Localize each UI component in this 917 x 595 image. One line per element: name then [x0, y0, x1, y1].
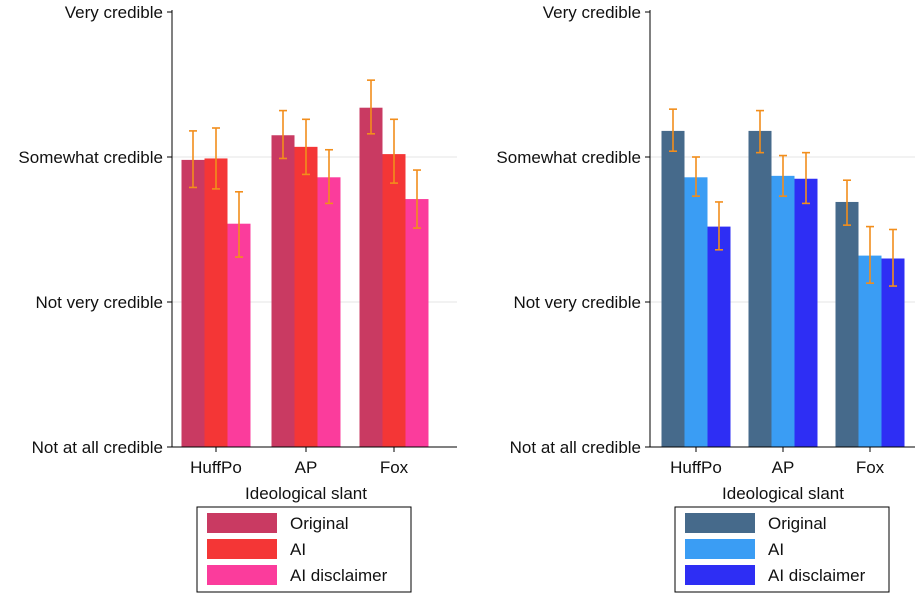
error-bar [390, 118, 398, 184]
error-bar [367, 79, 375, 135]
x-axis-label: Ideological slant [245, 484, 367, 503]
x-tick-label: HuffPo [190, 458, 242, 477]
x-axis-label: Ideological slant [722, 484, 844, 503]
right-chart: Not at all credible Not very credible Some… [496, 3, 915, 593]
error-bar [843, 179, 851, 226]
legend-label: AI [768, 540, 784, 559]
error-bar [235, 191, 243, 258]
left-chart: Not at all credible Not very credible Some… [18, 3, 457, 593]
y-tick-label: Somewhat credible [18, 148, 163, 167]
legend-swatch [685, 513, 755, 533]
error-bar [302, 118, 310, 176]
y-tick-label: Not very credible [35, 293, 163, 312]
x-tick-label: HuffPo [670, 458, 722, 477]
error-bar [413, 169, 421, 229]
y-tick-label: Very credible [65, 3, 163, 22]
error-bar [779, 154, 787, 197]
bar-fox-ai [858, 255, 882, 447]
bar-huffpo-ai-disclaimer [707, 226, 731, 447]
y-tick-label: Very credible [543, 3, 641, 22]
y-tick-label: Somewhat credible [496, 148, 641, 167]
legend: Original AI AI disclaimer [196, 506, 412, 593]
bar-ap-ai [294, 146, 318, 447]
legend-label: AI disclaimer [768, 566, 866, 585]
x-tick-label: AP [295, 458, 318, 477]
error-bar [692, 156, 700, 197]
legend-swatch [207, 565, 277, 585]
error-bar [889, 228, 897, 287]
error-bar [715, 201, 723, 251]
bar-huffpo-original [661, 130, 685, 447]
bar-huffpo-ai-disclaimer [227, 223, 251, 447]
legend-label: AI [290, 540, 306, 559]
bar-huffpo-ai [204, 158, 228, 447]
error-bar [325, 148, 333, 205]
bar-fox-ai [382, 154, 406, 447]
bar-fox-ai-disclaimer [405, 199, 429, 447]
y-tick-label: Not very credible [513, 293, 641, 312]
legend-swatch [685, 539, 755, 559]
y-tick-label: Not at all credible [32, 438, 163, 457]
legend-label: AI disclaimer [290, 566, 388, 585]
legend-swatch [207, 513, 277, 533]
error-bar [212, 127, 220, 190]
legend-swatch [207, 539, 277, 559]
bar-fox-ai-disclaimer [881, 258, 905, 447]
error-bar [866, 225, 874, 284]
y-tick-label: Not at all credible [510, 438, 641, 457]
error-bar [189, 130, 197, 189]
legend-label: Original [290, 514, 349, 533]
x-tick-label: Fox [380, 458, 409, 477]
x-tick-label: Fox [856, 458, 885, 477]
error-bar [802, 151, 810, 205]
bar-huffpo-original [181, 159, 205, 447]
error-bar [756, 109, 764, 154]
bar-fox-original [359, 107, 383, 447]
legend: Original AI AI disclaimer [674, 506, 890, 593]
bar-fox-original [835, 201, 859, 447]
bar-huffpo-ai [684, 177, 708, 448]
bar-ap-ai [771, 175, 795, 447]
error-bar [669, 108, 677, 152]
bar-ap-ai-disclaimer [794, 178, 818, 447]
bar-ap-ai-disclaimer [317, 177, 341, 448]
bar-ap-original [271, 135, 295, 447]
error-bar [279, 109, 287, 160]
bar-ap-original [748, 130, 772, 447]
x-tick-label: AP [772, 458, 795, 477]
legend-label: Original [768, 514, 827, 533]
legend-swatch [685, 565, 755, 585]
